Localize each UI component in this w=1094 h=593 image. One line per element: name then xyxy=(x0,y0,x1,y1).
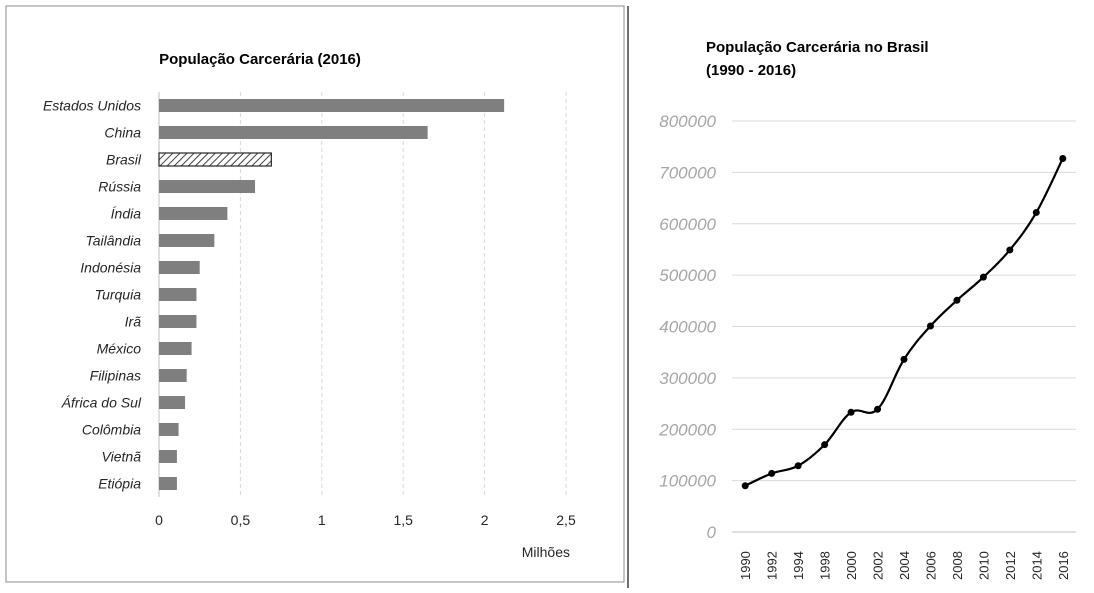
line-marker xyxy=(1059,155,1067,163)
bar xyxy=(159,207,228,220)
bar xyxy=(159,315,197,328)
bar xyxy=(159,126,428,139)
line-marker xyxy=(900,355,908,363)
bar xyxy=(159,450,177,463)
bar-x-tick-label: 0 xyxy=(155,512,163,528)
bar-x-tick-label: 2 xyxy=(481,512,489,528)
line-marker xyxy=(953,296,961,304)
bar-category-label: África do Sul xyxy=(61,395,142,411)
bar-x-tick-labels: 0 0,5 1 1,5 2 2,5 xyxy=(155,512,576,528)
line-marker xyxy=(847,408,855,416)
bar xyxy=(159,288,197,301)
bar-marks xyxy=(158,99,505,490)
line-markers xyxy=(741,155,1067,490)
bar-category-label: China xyxy=(104,125,141,141)
bar-category-label: Vietnã xyxy=(102,449,142,465)
line-x-tick-label: 1992 xyxy=(765,551,780,580)
bar-category-label: Tailândia xyxy=(85,233,141,249)
line-x-tick-label: 2016 xyxy=(1056,551,1071,580)
line-x-tick-label: 2014 xyxy=(1029,551,1044,580)
line-marker xyxy=(1032,208,1040,216)
line-x-tick-label: 2012 xyxy=(1003,551,1018,580)
line-y-tick-label: 200000 xyxy=(658,420,716,439)
bar-chart-title: População Carcerária (2016) xyxy=(159,51,361,68)
line-gridlines xyxy=(732,120,1076,533)
bar xyxy=(159,423,179,436)
line-y-tick-label: 400000 xyxy=(659,318,716,337)
line-y-tick-label: 700000 xyxy=(659,163,716,182)
bar xyxy=(159,396,186,409)
bar xyxy=(159,477,177,490)
bar xyxy=(159,99,505,112)
line-x-tick-label: 1990 xyxy=(738,551,753,580)
line-y-tick-label: 0 xyxy=(707,523,717,542)
bar-category-label: Brasil xyxy=(106,152,142,168)
line-marker xyxy=(821,441,829,449)
line-chart-title-line-1: População Carcerária no Brasil xyxy=(706,39,929,56)
bar-x-tick-label: 0,5 xyxy=(231,512,251,528)
bar-category-label: Turquia xyxy=(95,287,142,303)
bar-category-label: Indonésia xyxy=(80,260,141,276)
line-marker xyxy=(794,462,802,470)
line-x-tick-label: 2008 xyxy=(950,551,965,580)
line-y-tick-label: 600000 xyxy=(659,215,716,234)
bar-category-label: Irã xyxy=(125,314,142,330)
line-x-tick-label: 2006 xyxy=(923,551,938,580)
line-y-tick-labels: 0 100000 200000 300000 400000 500000 600000 700… xyxy=(658,112,716,542)
bar-category-label: México xyxy=(97,341,142,357)
line-series xyxy=(744,158,1064,487)
line-marker xyxy=(768,469,776,477)
bar-category-labels: Estados Unidos China Brasil Rússia Índia Tail… xyxy=(43,98,142,492)
line-x-tick-label: 1998 xyxy=(818,551,833,580)
line-y-tick-label: 500000 xyxy=(659,266,716,285)
bar-category-label: Etiópia xyxy=(98,476,141,492)
bar-category-label: Colômbia xyxy=(82,422,141,438)
bar xyxy=(159,342,192,355)
line-marker xyxy=(874,405,882,413)
bar-x-tick-label: 1,5 xyxy=(393,512,413,528)
bar-category-label: Índia xyxy=(111,206,142,222)
line-chart-title-line-2: (1990 - 2016) xyxy=(706,62,796,79)
bar xyxy=(159,180,256,193)
line-x-tick-label: 1994 xyxy=(791,551,806,580)
line-chart: População Carcerária no Brasil (1990 - 2… xyxy=(658,39,1076,580)
line-x-tick-label: 2004 xyxy=(897,551,912,580)
line-marker xyxy=(741,482,749,490)
bar-x-tick-label: 2,5 xyxy=(556,512,576,528)
bar-chart: População Carcerária (2016) Estados Unid… xyxy=(5,5,625,583)
bar xyxy=(159,234,215,247)
bar-category-label: Filipinas xyxy=(90,368,141,384)
line-marker xyxy=(926,322,934,330)
line-marker xyxy=(1006,246,1014,254)
line-y-tick-label: 300000 xyxy=(659,369,716,388)
bar-x-tick-label: 1 xyxy=(318,512,326,528)
line-x-tick-label: 2000 xyxy=(844,551,859,580)
bar xyxy=(159,261,200,274)
bar xyxy=(159,369,187,382)
line-y-tick-label: 100000 xyxy=(659,472,716,491)
line-x-tick-label: 2002 xyxy=(871,551,886,580)
bar-category-label: Rússia xyxy=(98,179,141,195)
line-x-tick-label: 2010 xyxy=(976,551,991,580)
bar-category-label: Estados Unidos xyxy=(43,98,141,114)
line-x-tick-labels: 1990 1992 1994 1998 2000 2002 2004 2006 2008 2010… xyxy=(738,551,1071,580)
bar xyxy=(158,152,272,167)
line-y-tick-label: 800000 xyxy=(659,112,716,131)
bar-x-axis-label: Milhões xyxy=(522,544,570,560)
line-marker xyxy=(979,273,987,281)
